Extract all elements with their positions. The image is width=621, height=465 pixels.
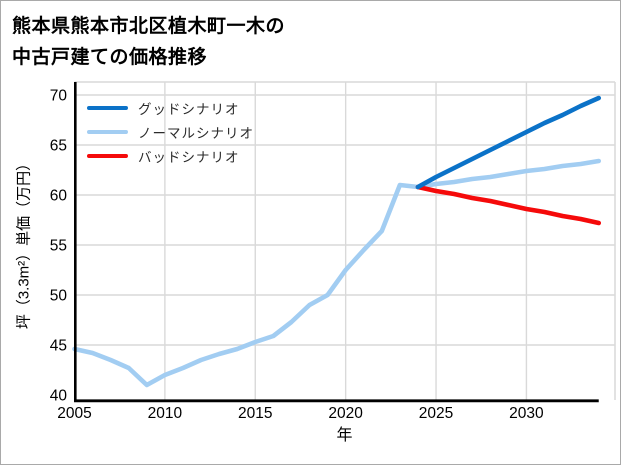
y-tick-label: 55 (50, 238, 67, 255)
chart-legend: グッドシナリオ ノーマルシナリオ バッドシナリオ (87, 96, 254, 168)
normal-scenario-line-swatch (87, 130, 128, 134)
normal-scenario-line (72, 158, 602, 388)
x-axis-title: 年 (336, 427, 353, 444)
y-tick-label: 65 (50, 138, 67, 155)
bad-scenario-line-swatch (87, 154, 128, 158)
y-tick-label: 60 (50, 188, 68, 205)
y-tick-label: 45 (50, 338, 67, 355)
good-scenario-line (415, 95, 602, 190)
chart-title-line1: 熊本県熊本市北区植木町一木の (12, 16, 286, 37)
y-tick-label: 50 (50, 288, 68, 305)
legend-label-bad: バッドシナリオ (138, 150, 240, 165)
y-tick-label: 70 (50, 88, 68, 105)
legend-item-bad: バッドシナリオ (87, 144, 254, 168)
legend-item-normal: ノーマルシナリオ (87, 120, 254, 144)
chart-title: 熊本県熊本市北区植木町一木の 中古戸建ての価格推移 (12, 11, 285, 73)
x-tick-label: 2030 (509, 405, 544, 422)
legend-label-good: グッドシナリオ (138, 102, 240, 117)
x-tick-label: 2005 (57, 405, 91, 422)
bad-scenario-line (415, 184, 602, 226)
good-scenario-line-swatch (87, 106, 128, 110)
x-tick-label: 2020 (328, 405, 363, 422)
y-axis-title: 坪（3.3m²）単価（万円） (15, 155, 33, 330)
x-tick-label: 2015 (238, 405, 272, 422)
y-tick-label: 40 (50, 388, 68, 405)
x-tick-label: 2010 (148, 405, 183, 422)
x-tick-label: 2025 (419, 405, 453, 422)
chart-title-line2: 中古戸建ての価格推移 (12, 47, 208, 68)
legend-item-good: グッドシナリオ (87, 96, 254, 120)
legend-label-normal: ノーマルシナリオ (138, 126, 254, 141)
